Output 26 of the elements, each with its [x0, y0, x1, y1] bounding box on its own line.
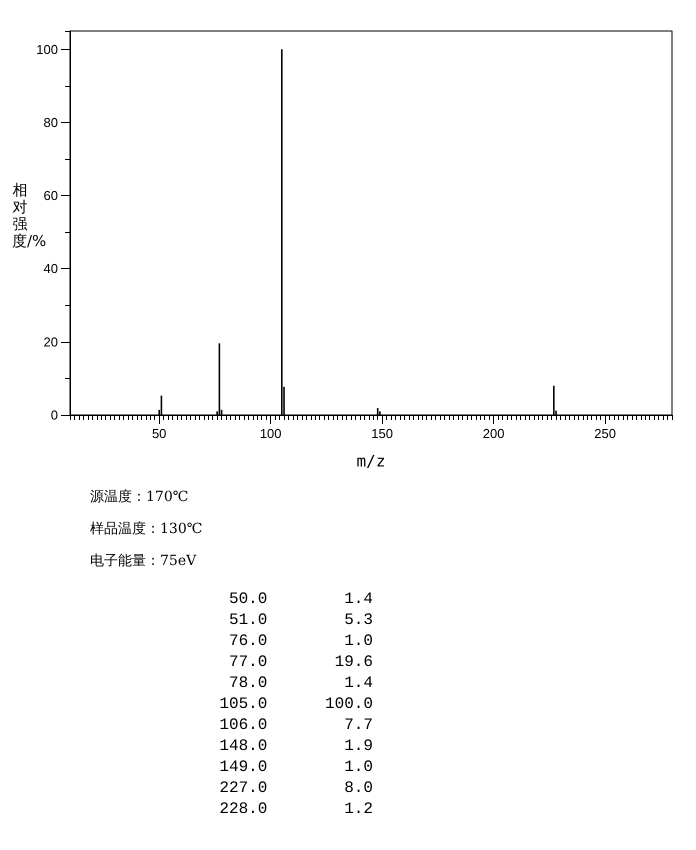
x-tick-label: 100	[260, 426, 282, 441]
x-tick-label: 250	[594, 426, 616, 441]
y-tick-label: 0	[50, 408, 58, 422]
y-tick-label: 60	[44, 188, 58, 204]
text: 76.0 1.0	[228, 631, 373, 652]
x-tick-label: 150	[371, 426, 393, 441]
text: 228.0 1.2	[218, 799, 373, 820]
text: 77.0 19.6	[228, 652, 373, 673]
y-tick-label: 40	[44, 261, 58, 276]
text: 227.0 8.0	[218, 778, 373, 799]
text: 50.0 1.4	[228, 589, 373, 610]
y-tick-label: 100	[36, 42, 58, 57]
x-tick-label: 50	[152, 426, 166, 441]
text: 148.0 1.9	[218, 736, 373, 757]
text: 51.0 5.3	[228, 610, 373, 631]
x-axis-title: m/z	[356, 452, 386, 470]
text: 78.0 1.4	[228, 673, 373, 694]
text: 样品温度：130℃	[90, 520, 202, 539]
text: 105.0 100.0	[218, 694, 373, 715]
text: 149.0 1.0	[218, 757, 373, 778]
x-tick-label: 200	[482, 426, 504, 441]
text: 106.0 7.7	[218, 715, 373, 736]
text: 电子能量：75eV	[90, 552, 198, 571]
y-tick-label: 20	[44, 334, 58, 350]
text: 源温度：170℃	[90, 488, 190, 507]
y-tick-label: 80	[44, 114, 58, 130]
